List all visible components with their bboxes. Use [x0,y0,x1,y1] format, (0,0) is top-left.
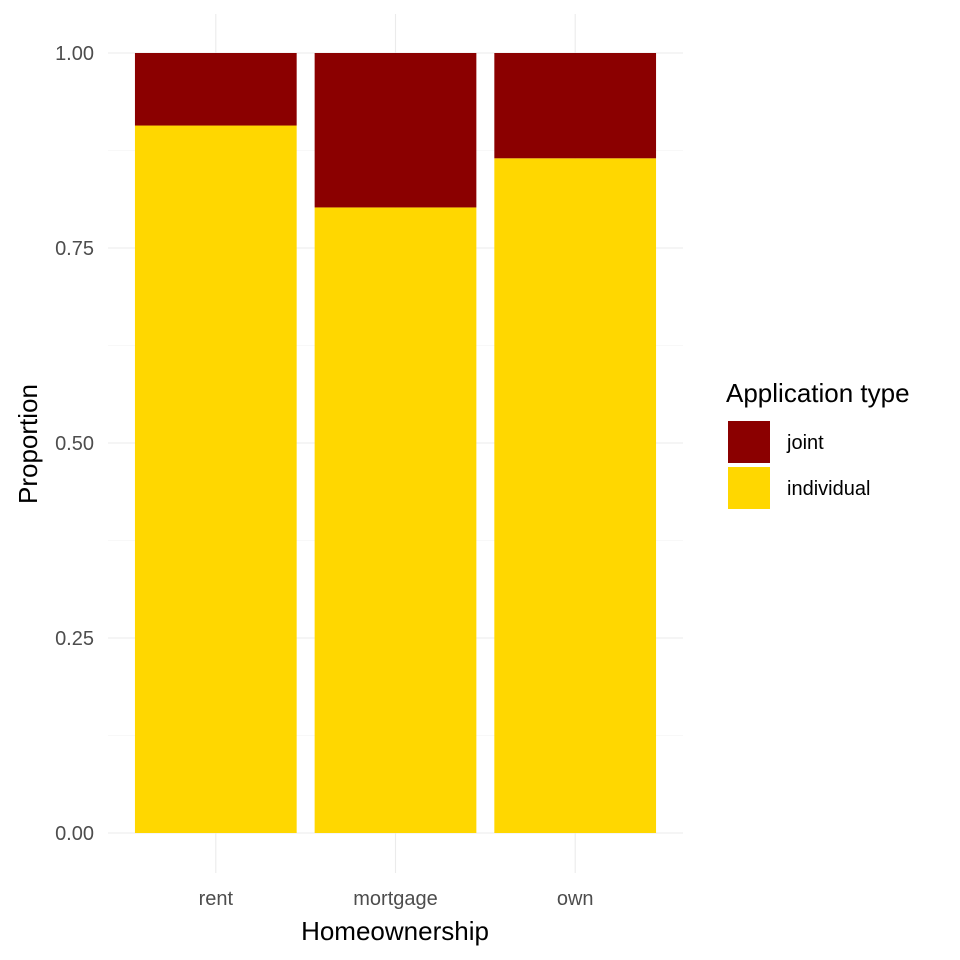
bars [134,53,657,834]
x-axis-title: Homeownership [301,916,489,946]
y-tick-label: 1.00 [55,43,94,65]
bar-individual-mortgage [314,207,477,833]
y-tick-label: 0.75 [55,238,94,260]
legend-label-individual: individual [787,478,870,500]
bar-joint-rent [134,53,297,126]
y-tick-label: 0.25 [55,628,94,650]
x-axis-ticks: rent mortgage own [199,888,594,910]
legend-title: Application type [726,378,910,408]
y-tick-label: 0.50 [55,433,94,455]
y-axis-title: Proportion [13,384,43,504]
bar-individual-own [494,158,657,834]
bar-individual-rent [134,125,297,834]
y-axis-ticks: 0.00 0.25 0.50 0.75 1.00 [55,43,94,845]
legend-label-joint: joint [786,432,824,454]
x-tick-label: mortgage [353,888,438,910]
legend-entries: joint individual [728,421,870,509]
y-tick-label: 0.00 [55,823,94,845]
x-tick-label: own [557,888,594,910]
legend-key-individual [728,467,770,509]
bar-joint-mortgage [314,53,477,208]
bar-joint-own [494,53,657,159]
x-tick-label: rent [199,888,234,910]
legend-key-joint [728,421,770,463]
legend: Application type joint individual [726,378,910,509]
